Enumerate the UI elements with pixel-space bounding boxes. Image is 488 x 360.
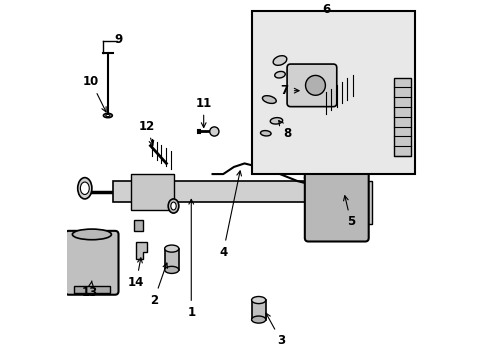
Text: 8: 8 — [278, 121, 291, 140]
Ellipse shape — [78, 177, 92, 199]
Text: 4: 4 — [219, 171, 241, 258]
Ellipse shape — [103, 113, 112, 118]
Ellipse shape — [262, 96, 276, 103]
Ellipse shape — [80, 182, 89, 194]
Ellipse shape — [251, 297, 265, 303]
Polygon shape — [136, 242, 146, 259]
Circle shape — [254, 305, 263, 314]
Text: 12: 12 — [139, 120, 155, 145]
Ellipse shape — [260, 131, 270, 136]
Ellipse shape — [273, 56, 286, 65]
Text: 14: 14 — [128, 258, 144, 289]
FancyBboxPatch shape — [304, 163, 368, 242]
Text: 6: 6 — [321, 3, 329, 15]
Text: 3: 3 — [265, 313, 285, 347]
Text: 7: 7 — [280, 84, 299, 97]
Ellipse shape — [251, 316, 265, 323]
FancyBboxPatch shape — [286, 64, 336, 107]
Circle shape — [167, 255, 176, 264]
Bar — [131, 174, 173, 210]
Bar — [113, 181, 332, 202]
Text: 2: 2 — [150, 263, 167, 307]
Bar — [251, 300, 265, 320]
Bar — [322, 181, 371, 224]
Ellipse shape — [270, 118, 282, 124]
Bar — [74, 286, 109, 293]
Bar — [164, 249, 179, 270]
Ellipse shape — [105, 114, 110, 117]
Circle shape — [209, 127, 219, 136]
Circle shape — [305, 75, 325, 95]
Bar — [393, 78, 410, 156]
Text: 13: 13 — [82, 281, 98, 300]
Polygon shape — [134, 220, 143, 231]
Text: 10: 10 — [83, 75, 106, 112]
Text: 9: 9 — [114, 33, 122, 46]
Text: 11: 11 — [195, 96, 211, 127]
Ellipse shape — [164, 245, 179, 252]
Text: 1: 1 — [187, 199, 195, 319]
Ellipse shape — [168, 199, 179, 213]
Text: 5: 5 — [343, 196, 354, 229]
Bar — [251, 11, 414, 174]
Ellipse shape — [170, 202, 176, 210]
FancyBboxPatch shape — [65, 231, 118, 295]
Ellipse shape — [274, 71, 285, 78]
Ellipse shape — [164, 266, 179, 274]
Ellipse shape — [72, 229, 111, 240]
